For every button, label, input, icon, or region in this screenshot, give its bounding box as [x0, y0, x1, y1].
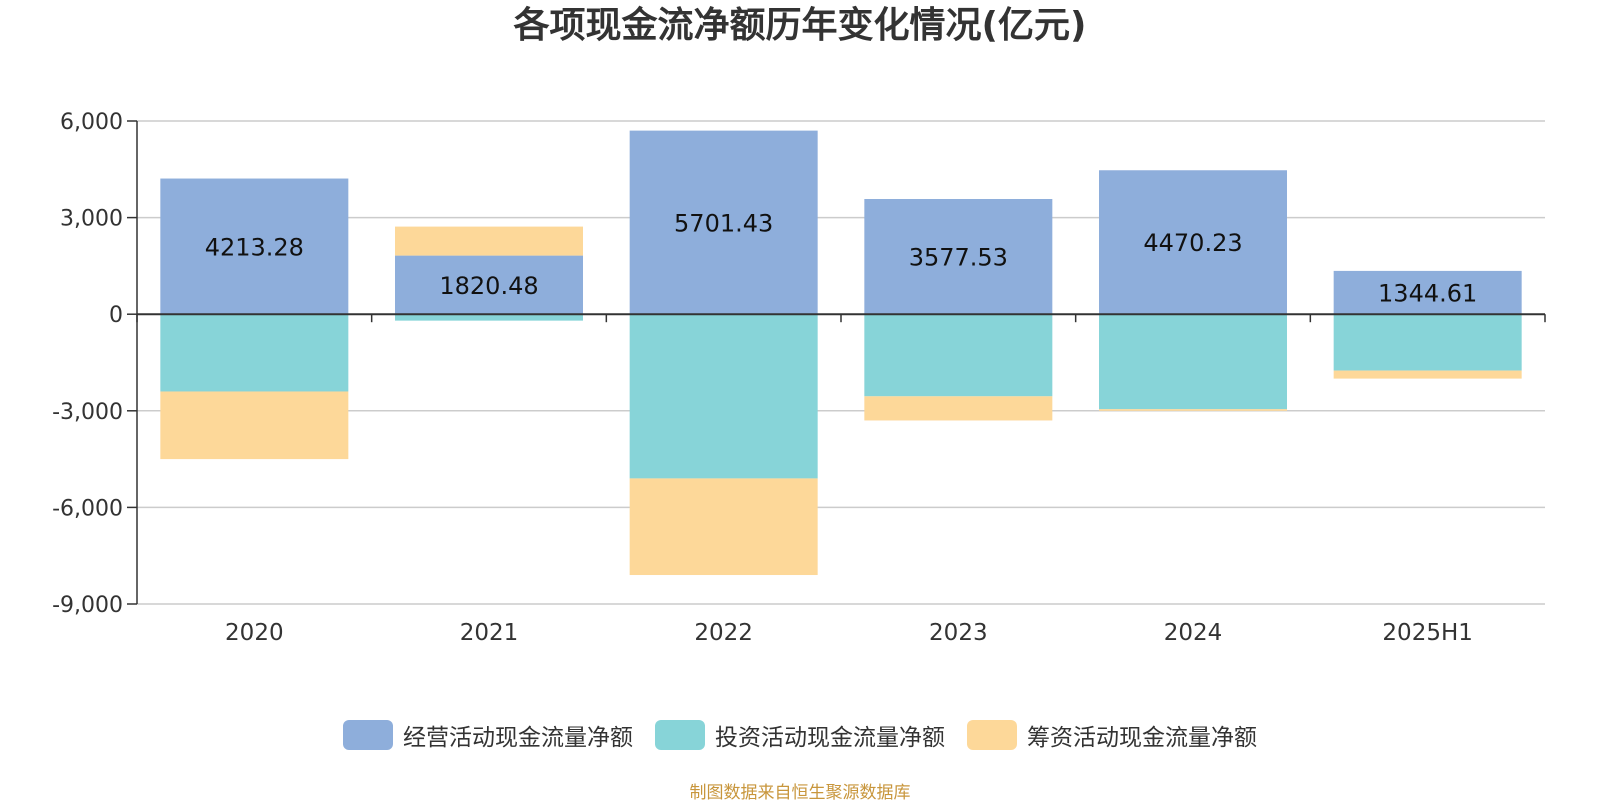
legend-item-financing[interactable]: 筹资活动现金流量净额 [967, 718, 1257, 752]
bar-financing-2021[interactable] [395, 226, 583, 256]
x-tick-label: 2024 [1164, 620, 1223, 646]
y-tick-label: 0 [109, 303, 123, 328]
x-tick-label: 2025H1 [1382, 620, 1472, 646]
legend-swatch-investing [655, 720, 705, 750]
legend-label-operating: 经营活动现金流量净额 [403, 725, 633, 751]
x-tick-label: 2023 [929, 620, 988, 646]
legend-item-investing[interactable]: 投资活动现金流量净额 [655, 718, 945, 752]
bar-operating-2025H1[interactable] [1333, 270, 1522, 315]
source-note: 制图数据来自恒生聚源数据库 [689, 783, 911, 803]
bar-financing-2020[interactable] [160, 391, 349, 460]
bar-financing-2024[interactable] [1099, 409, 1287, 411]
y-tick-label: -9,000 [52, 593, 123, 618]
bar-investing-2022[interactable] [629, 314, 818, 479]
axis-layer [127, 120, 1546, 605]
bar-financing-2023[interactable] [864, 396, 1053, 421]
y-tick-label: 6,000 [60, 110, 123, 135]
x-tick-label: 2022 [694, 620, 753, 646]
y-tick-label: 3,000 [60, 207, 123, 232]
bar-operating-2024[interactable] [1099, 170, 1287, 315]
legend: 经营活动现金流量净额 投资活动现金流量净额 筹资活动现金流量净额 [0, 718, 1600, 752]
y-tick-label: -6,000 [52, 496, 123, 521]
bar-operating-2020[interactable] [160, 178, 349, 315]
data-label-2025H1: 1344.61 [1378, 280, 1477, 308]
x-tick-label: 2021 [460, 620, 519, 646]
bars-layer [160, 130, 1522, 576]
bar-operating-2022[interactable] [629, 130, 818, 315]
bar-operating-2021[interactable] [395, 255, 583, 315]
legend-label-financing: 筹资活动现金流量净额 [1027, 725, 1257, 751]
bar-investing-2023[interactable] [864, 314, 1053, 397]
bar-financing-2022[interactable] [629, 478, 818, 576]
bar-investing-2025H1[interactable] [1333, 314, 1522, 371]
bar-financing-2025H1[interactable] [1333, 370, 1522, 379]
data-label-2020: 4213.28 [205, 233, 304, 261]
data-label-2022: 5701.43 [674, 209, 773, 237]
x-tick-label: 2020 [225, 620, 284, 646]
stacked-bar-chart: 6,000 3,000 0 -3,000 -6,000 -9,000 4213.28 2020… [52, 110, 1546, 646]
bar-investing-2020[interactable] [160, 314, 349, 392]
legend-label-investing: 投资活动现金流量净额 [715, 725, 945, 751]
data-label-2021: 1820.48 [439, 272, 538, 300]
y-tick-label: -3,000 [52, 400, 123, 425]
bar-investing-2021[interactable] [395, 314, 583, 321]
legend-swatch-financing [967, 720, 1017, 750]
labels-layer: 6,000 3,000 0 -3,000 -6,000 -9,000 4213.28 2020… [52, 110, 1477, 646]
bar-operating-2023[interactable] [864, 199, 1053, 315]
grid-layer [137, 120, 1545, 605]
legend-swatch-operating [343, 720, 393, 750]
bar-investing-2024[interactable] [1099, 314, 1287, 410]
legend-item-operating[interactable]: 经营活动现金流量净额 [343, 718, 633, 752]
data-label-2023: 3577.53 [909, 244, 1008, 272]
chart-title: 各项现金流净额历年变化情况(亿元) [513, 5, 1087, 46]
data-label-2024: 4470.23 [1143, 229, 1242, 257]
